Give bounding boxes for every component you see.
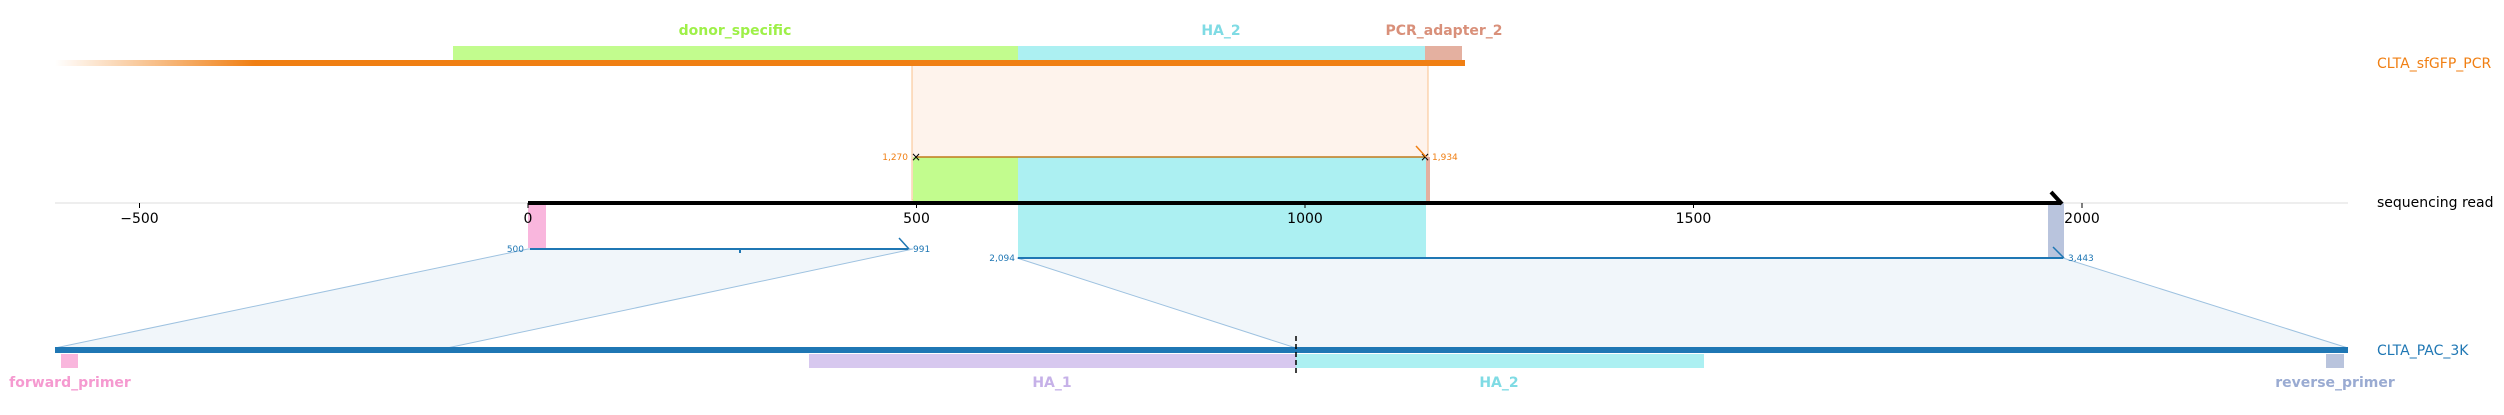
forward-primer-feature <box>61 354 78 368</box>
bottom-ha1-feature <box>809 354 1296 368</box>
read-forward-primer-block <box>528 202 546 248</box>
donor-specific-label: donor_specific <box>679 23 792 39</box>
read-donor-specific-block <box>913 157 1018 202</box>
top-track-fade <box>55 60 255 66</box>
axis-ticks: −500 0 500 1000 1500 2000 <box>120 203 2100 227</box>
sequencing-read-arrowhead <box>2049 190 2064 206</box>
forward-primer-label: forward_primer <box>9 375 131 391</box>
read-track-name: sequencing read <box>2377 195 2493 211</box>
right-alignment-hook <box>2052 246 2065 259</box>
reverse-primer-feature <box>2326 354 2344 368</box>
read-ha2-block <box>1018 157 1426 258</box>
bottom-track-name: CLTA_PAC_3K <box>2377 343 2469 359</box>
bottom-ha2-label: HA_2 <box>1479 375 1518 391</box>
axis-tick-label: −500 <box>120 211 158 227</box>
right-ref-end-label: 3,443 <box>2068 254 2094 264</box>
right-ref-start-label: 2,094 <box>989 254 1015 264</box>
query-end-label: 1,934 <box>1432 153 1458 163</box>
pcr-adapter-2-feature <box>1425 46 1462 60</box>
axis-tick-label: 1500 <box>1676 211 1712 227</box>
connector-left-region <box>54 248 914 349</box>
top-track-line <box>255 60 1465 66</box>
query-start-marker: × <box>911 150 921 164</box>
top-ha2-label: HA_2 <box>1201 23 1240 39</box>
top-track-name: CLTA_sfGFP_PCR <box>2377 56 2491 72</box>
left-ref-start-label: 500 <box>507 245 524 255</box>
axis-tick-label: 0 <box>524 211 533 227</box>
bottom-ha2-feature <box>1296 354 1704 368</box>
axis-tick-label: 1000 <box>1287 211 1323 227</box>
left-ref-end-label: 991 <box>913 245 930 255</box>
read-reverse-primer-block <box>2048 202 2064 258</box>
donor-specific-feature <box>453 46 1018 60</box>
reverse-primer-label: reverse_primer <box>2275 375 2395 391</box>
connector-right-region <box>1016 257 2349 349</box>
left-alignment-hook <box>898 237 910 250</box>
read-adapter-block <box>1426 157 1430 202</box>
query-end-hook <box>1415 145 1427 158</box>
bottom-track-line <box>55 347 2348 353</box>
query-start-label: 1,270 <box>882 153 908 163</box>
top-ha2-feature <box>1018 46 1425 60</box>
axis-tick-label: 2000 <box>2064 211 2100 227</box>
ha1-label: HA_1 <box>1032 375 1071 391</box>
axis-tick-label: 500 <box>903 211 930 227</box>
pcr-adapter-2-label: PCR_adapter_2 <box>1385 23 1502 39</box>
